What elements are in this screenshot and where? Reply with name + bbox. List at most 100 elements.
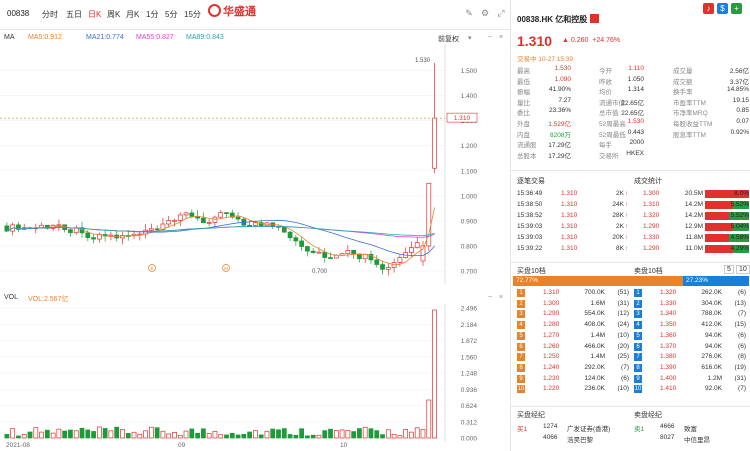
- add-watchlist-icon[interactable]: +: [731, 3, 742, 14]
- stat-value: 14.85%: [726, 86, 749, 94]
- candle-body: [206, 222, 212, 224]
- stock-title: 00838.HK 亿和控股: [517, 14, 600, 25]
- ask-row[interactable]: 4 1.350 412.0K (15): [634, 320, 746, 331]
- stat-label: 量比: [517, 99, 530, 107]
- sell-broker-row[interactable]: 8027 中信里昂: [634, 433, 746, 444]
- trade-row: 15:39:03 1.310 2K ↑ 1.290 12.9M 5.04%: [517, 222, 750, 232]
- level-badge: 2: [634, 299, 642, 308]
- bell-icon[interactable]: ♪: [703, 3, 714, 14]
- ask-row[interactable]: 6 1.370 94.0K (6): [634, 342, 746, 353]
- chevron-down-icon[interactable]: ▾: [468, 35, 472, 42]
- bid-row[interactable]: 9 1.230 124.0K (6): [517, 374, 629, 385]
- vol-indicator-label[interactable]: VOL: [4, 294, 19, 301]
- volume-bar: [33, 427, 39, 439]
- level-badge: 6: [517, 342, 525, 351]
- stat-row: 最低 1.090 昨收 1.050 成交额 3.37亿: [517, 75, 750, 86]
- stat-row: 振幅 41.90% 均价 1.314 换手率 14.85%: [517, 85, 750, 96]
- price-change: ▲ 0.260 +24.76%: [562, 37, 621, 44]
- cart-icon[interactable]: $: [717, 3, 728, 14]
- bid-row[interactable]: 2 1.300 1.6M (31): [517, 299, 629, 310]
- ask-volume: 1.2M: [707, 374, 722, 382]
- event-marker[interactable]: [222, 264, 230, 272]
- stat-label: 每股收益TTM: [673, 120, 713, 128]
- ask-row[interactable]: 2 1.330 304.0K (13): [634, 299, 746, 310]
- volume-bar: [79, 427, 85, 439]
- sell-broker-row[interactable]: 卖1 4666 致富: [634, 422, 746, 433]
- tab-trade-stats[interactable]: 成交统计: [634, 178, 662, 185]
- depth-10-button[interactable]: 10: [736, 265, 750, 274]
- stat-buy-bar: [705, 223, 733, 231]
- stat-value: 22.65亿: [621, 110, 644, 118]
- candle-body: [108, 234, 114, 237]
- ask-row[interactable]: 9 1.400 1.2M (31): [634, 374, 746, 385]
- tab-5min[interactable]: 5分: [165, 10, 178, 19]
- depth-5-button[interactable]: 5: [724, 265, 734, 274]
- candlestick-chart[interactable]: 1.5001.4001.3001.2001.1001.0000.9000.800…: [0, 44, 510, 284]
- sell-broker-title: 卖盘经纪: [634, 412, 662, 419]
- candle-body: [420, 245, 426, 262]
- tab-five-day[interactable]: 五日: [66, 10, 82, 19]
- adjust-dropdown[interactable]: 前复权: [438, 36, 459, 43]
- bid-row[interactable]: 6 1.260 466.0K (20): [517, 342, 629, 353]
- bid-row[interactable]: 1 1.310 700.0K (51): [517, 288, 629, 299]
- volume-bar: [73, 430, 79, 439]
- close-icon[interactable]: ×: [499, 294, 504, 301]
- level-badge: 2: [517, 299, 525, 308]
- ask-row[interactable]: 8 1.390 616.0K (19): [634, 363, 746, 374]
- ask-row[interactable]: 7 1.380 276.0K (8): [634, 352, 746, 363]
- tab-weekly-k[interactable]: 周K: [107, 10, 121, 19]
- low-label: 0.700: [312, 269, 328, 275]
- bid-volume: 554.0K: [584, 310, 605, 318]
- tab-1min[interactable]: 1分: [146, 10, 159, 19]
- level-badge: 9: [517, 374, 525, 383]
- ma55-label: MA55:0.827: [136, 34, 174, 41]
- volume-bar: [368, 428, 374, 439]
- bid-row[interactable]: 5 1.270 1.4M (10): [517, 331, 629, 342]
- stat-label: 每手: [599, 142, 612, 150]
- volume-bar: [374, 430, 380, 439]
- bid-row[interactable]: 10 1.220 236.0K (10): [517, 384, 629, 395]
- bid-count: (12): [617, 310, 629, 318]
- bid-row[interactable]: 8 1.240 292.0K (7): [517, 363, 629, 374]
- bid-price: 1.280: [543, 321, 560, 329]
- minus-icon[interactable]: −: [488, 34, 493, 41]
- buy-broker-row[interactable]: 4066 浩昊巴黎: [517, 433, 629, 444]
- volume-bar: [229, 432, 235, 439]
- volume-bar: [137, 433, 143, 439]
- tab-monthly-k[interactable]: 月K: [126, 10, 140, 19]
- sell-depth-title: 卖盘10档: [634, 268, 663, 275]
- ask-row[interactable]: 1 1.320 262.0K (6): [634, 288, 746, 299]
- tab-daily-k[interactable]: 日K: [88, 10, 102, 19]
- ma-indicator-label[interactable]: MA: [4, 34, 15, 41]
- minus-icon[interactable]: −: [488, 294, 493, 301]
- ask-row[interactable]: 3 1.340 788.0K (7): [634, 309, 746, 320]
- candle-body: [56, 224, 62, 227]
- volume-bar: [403, 429, 409, 439]
- bid-count: (31): [617, 299, 629, 307]
- volume-bar: [420, 429, 426, 439]
- tab-ticks[interactable]: 逐笔交易: [517, 178, 545, 185]
- tab-intraday[interactable]: 分时: [42, 10, 58, 19]
- fullscreen-icon[interactable]: ⤢: [497, 8, 505, 18]
- candle-body: [253, 222, 258, 226]
- buy-broker-row[interactable]: 买1 1274 广发证券(香港): [517, 422, 629, 433]
- bid-row[interactable]: 3 1.290 554.0K (12): [517, 309, 629, 320]
- event-marker[interactable]: [148, 264, 156, 272]
- candle-body: [432, 117, 437, 169]
- ask-row[interactable]: 5 1.360 94.0K (6): [634, 331, 746, 342]
- bid-row[interactable]: 7 1.250 1.4M (25): [517, 352, 629, 363]
- settings-icon[interactable]: ⚙: [480, 8, 490, 18]
- bid-price: 1.240: [543, 363, 560, 371]
- close-icon[interactable]: ×: [499, 34, 504, 41]
- ask-row[interactable]: 10 1.410 92.0K (7): [634, 384, 746, 395]
- volume-chart[interactable]: 2.496 2.184 1.872 1.560 1.248 0.936 0.624 0.312…: [0, 304, 510, 442]
- tab-15min[interactable]: 15分: [184, 10, 201, 19]
- draw-pen-icon[interactable]: ✎: [465, 8, 473, 18]
- trade-time: 15:39:03: [517, 234, 543, 241]
- candle-body: [287, 231, 293, 239]
- volume-bar: [148, 426, 154, 439]
- volume-bar: [397, 435, 403, 439]
- candle-body: [91, 237, 96, 240]
- bid-row[interactable]: 4 1.280 408.0K (24): [517, 320, 629, 331]
- candle-body: [172, 219, 177, 222]
